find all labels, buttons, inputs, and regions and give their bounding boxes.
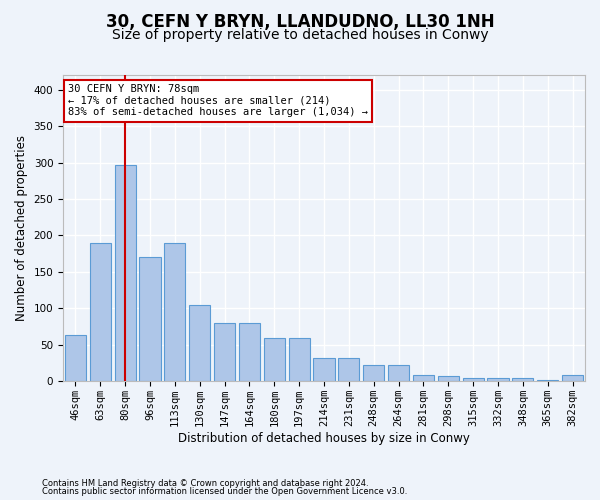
Bar: [65, 336, 86, 382]
Bar: [363, 366, 384, 382]
Bar: [537, 380, 558, 382]
Bar: [139, 258, 161, 382]
Text: Size of property relative to detached houses in Conwy: Size of property relative to detached ho…: [112, 28, 488, 42]
Bar: [239, 323, 260, 382]
Bar: [463, 378, 484, 382]
Bar: [388, 364, 409, 382]
Bar: [313, 358, 335, 382]
Bar: [264, 338, 285, 382]
X-axis label: Distribution of detached houses by size in Conwy: Distribution of detached houses by size …: [178, 432, 470, 445]
Bar: [512, 378, 533, 382]
Bar: [115, 164, 136, 382]
Text: Contains HM Land Registry data © Crown copyright and database right 2024.: Contains HM Land Registry data © Crown c…: [42, 478, 368, 488]
Bar: [189, 304, 210, 382]
Bar: [438, 376, 459, 382]
Bar: [487, 378, 509, 382]
Bar: [289, 338, 310, 382]
Bar: [338, 358, 359, 382]
Bar: [214, 323, 235, 382]
Bar: [164, 242, 185, 382]
Bar: [413, 374, 434, 382]
Bar: [90, 242, 111, 382]
Text: 30 CEFN Y BRYN: 78sqm
← 17% of detached houses are smaller (214)
83% of semi-det: 30 CEFN Y BRYN: 78sqm ← 17% of detached …: [68, 84, 368, 117]
Text: 30, CEFN Y BRYN, LLANDUDNO, LL30 1NH: 30, CEFN Y BRYN, LLANDUDNO, LL30 1NH: [106, 12, 494, 30]
Y-axis label: Number of detached properties: Number of detached properties: [15, 135, 28, 321]
Bar: [562, 376, 583, 382]
Text: Contains public sector information licensed under the Open Government Licence v3: Contains public sector information licen…: [42, 487, 407, 496]
